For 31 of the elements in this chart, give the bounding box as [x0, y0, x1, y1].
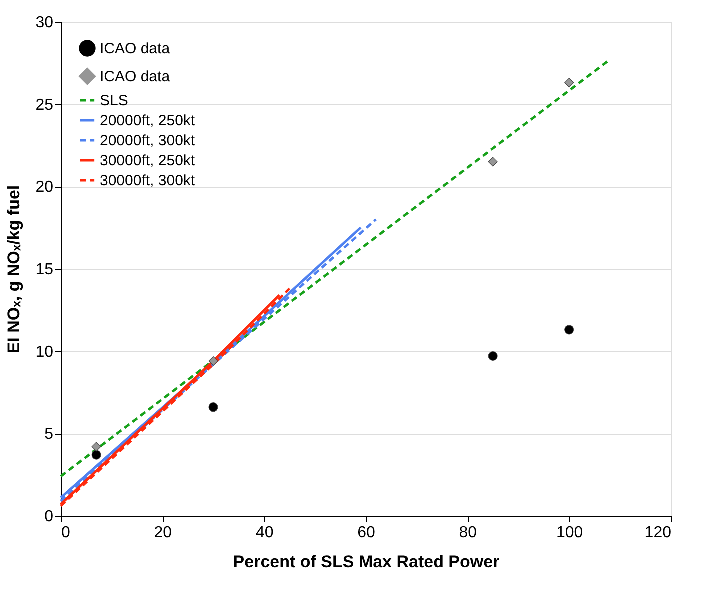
y-tick-label: 30 [36, 14, 54, 32]
x-tick-label: 80 [459, 524, 478, 542]
point [564, 78, 574, 88]
y-tick-label: 20 [36, 179, 54, 196]
x-tick-label: 120 [644, 524, 672, 542]
legend-label: ICAO data [100, 40, 171, 58]
y-tick-label: 5 [44, 426, 54, 444]
point [564, 325, 574, 335]
legend-label: SLS [100, 92, 128, 110]
x-tick-label: 20 [154, 524, 172, 542]
legend-label: ICAO data [100, 68, 171, 86]
y-axis-title: EI NOₓ, g NOₓ/kg fuel [4, 185, 24, 354]
x-tick-label: 40 [256, 524, 274, 542]
legend-label: 30000ft, 250kt [100, 152, 196, 170]
y-tick-label: 25 [36, 96, 54, 114]
x-tick-label: 0 [62, 524, 70, 542]
legend-label: 20000ft, 250kt [100, 112, 196, 130]
point [92, 450, 102, 460]
x-axis-title: Percent of SLS Max Rated Power [233, 552, 500, 572]
point [488, 157, 498, 167]
x-tick-label: 60 [358, 524, 376, 542]
x-tick-label: 100 [556, 524, 584, 542]
legend-label: 30000ft, 300kt [100, 172, 196, 190]
point [488, 352, 498, 362]
legend-label: 20000ft, 300kt [100, 132, 196, 150]
y-tick-label: 0 [44, 508, 54, 526]
y-tick-label: 15 [36, 262, 54, 278]
point [92, 442, 102, 452]
point [208, 356, 218, 366]
point [208, 402, 218, 412]
y-tick-label: 10 [36, 344, 54, 361]
